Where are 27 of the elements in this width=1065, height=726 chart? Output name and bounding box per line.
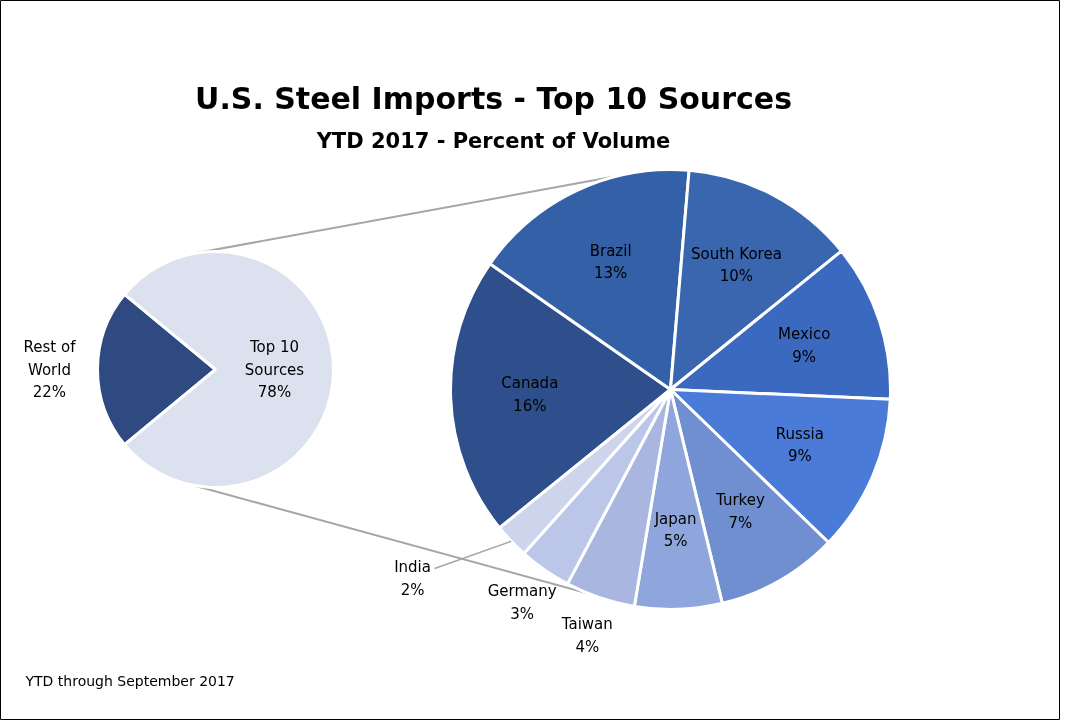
slice-label: Top 10 Sources [244,338,305,379]
data-label: 78% [257,383,292,401]
data-label: 9% [787,447,812,466]
slice-label: Russia [775,424,824,443]
slice-label: Japan [653,509,697,528]
slice-label: Brazil [589,241,632,260]
data-label: 4% [575,637,600,656]
slice-label: South Korea [690,244,782,263]
slice-label: India [394,558,431,577]
slice-label: Germany [487,582,557,601]
slice-label: Rest of World [23,338,77,379]
data-label: 7% [728,513,753,532]
slice-label: Canada [501,374,559,393]
chart-title: U.S. Steel Imports - Top 10 Sources [195,81,792,116]
data-label: 5% [663,532,688,551]
slice-label: Mexico [778,325,831,344]
data-label: 13% [593,264,628,283]
slice-label: Taiwan [560,615,613,634]
chart-subtitle: YTD 2017 - Percent of Volume [315,128,671,153]
data-label: 2% [400,580,425,599]
data-label: 3% [510,604,535,623]
slice-label: Turkey [715,491,765,510]
data-label: 22% [32,383,67,401]
data-label: 16% [513,396,547,415]
text: YTD through September 2017 [24,672,235,689]
data-label: 10% [719,267,754,286]
data-label: 9% [792,347,817,366]
